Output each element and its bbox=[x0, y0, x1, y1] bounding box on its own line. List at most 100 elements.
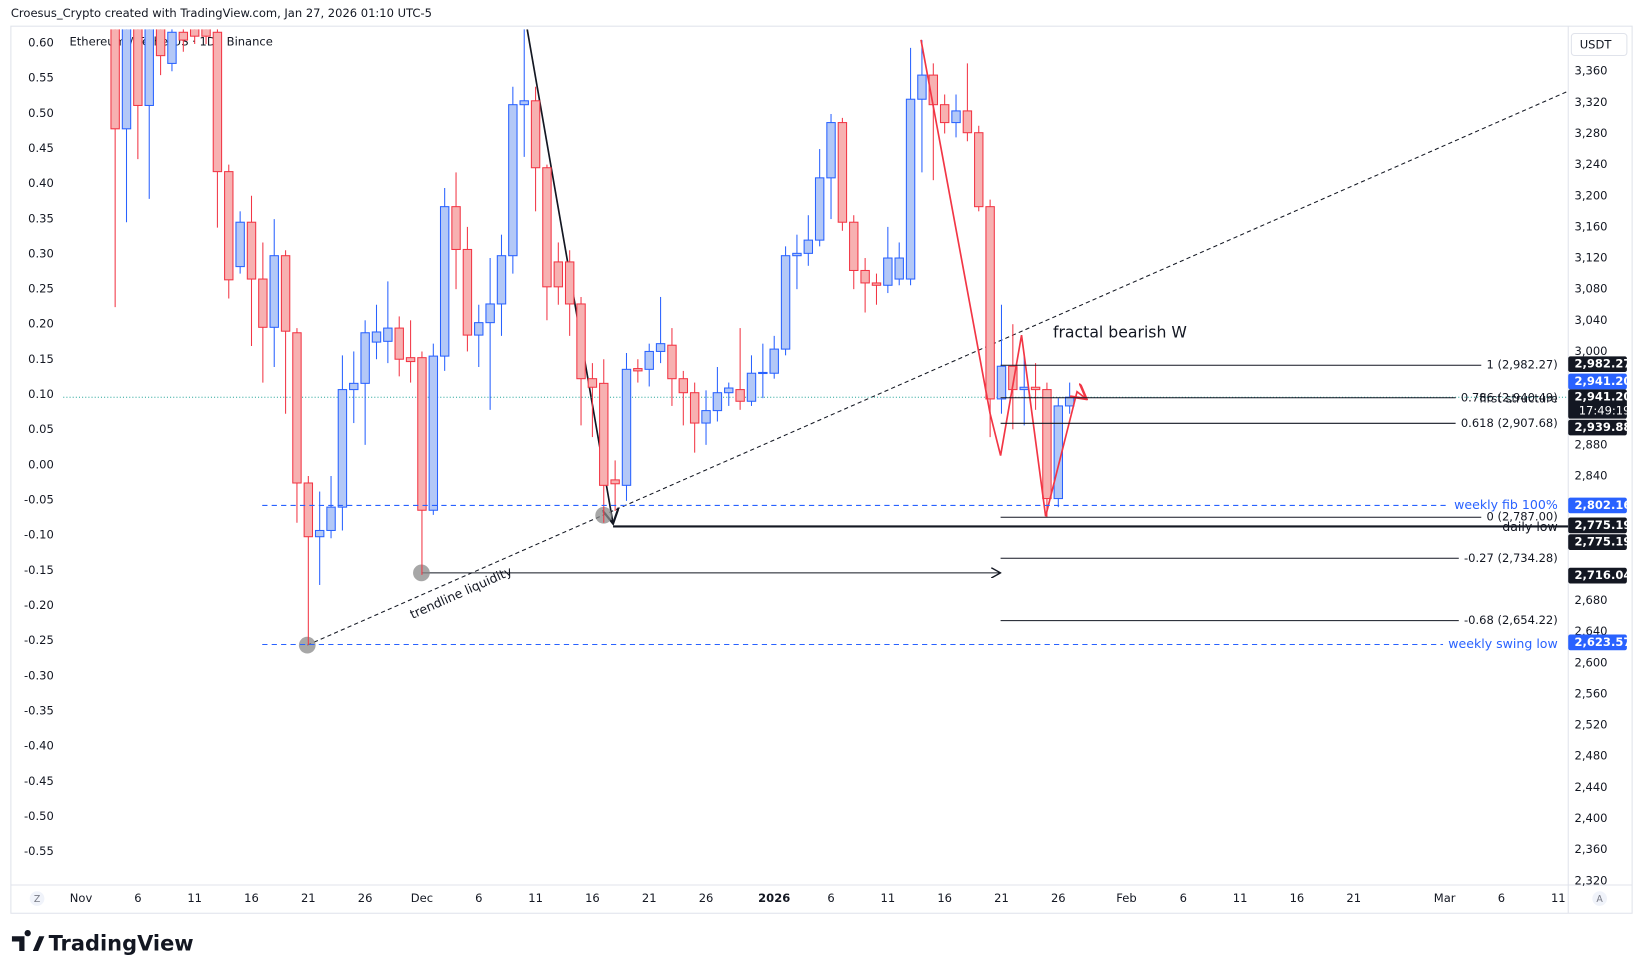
candle-body bbox=[996, 365, 1007, 400]
y-tick-label: 3,160 bbox=[1575, 219, 1608, 233]
candle-body bbox=[553, 261, 564, 288]
corner-button[interactable] bbox=[29, 891, 45, 906]
y2-tick-label: 0.00 bbox=[28, 457, 54, 471]
candle-body bbox=[189, 29, 200, 37]
fib-label: 1 (2,982.27) bbox=[1486, 358, 1557, 372]
y-tick-label: 3,280 bbox=[1575, 126, 1608, 140]
candle-body bbox=[201, 29, 211, 37]
y-tick-label: 2,480 bbox=[1575, 749, 1608, 763]
y2-tick-label: 0.55 bbox=[28, 71, 54, 85]
candle-body bbox=[258, 278, 268, 328]
y2-tick-label: -0.25 bbox=[24, 633, 54, 647]
candle-body bbox=[849, 221, 859, 272]
candle-body bbox=[803, 239, 814, 254]
plot-area bbox=[63, 29, 1569, 654]
candle-body bbox=[746, 372, 757, 402]
price-label: 2,716.04 bbox=[1575, 568, 1632, 582]
candle-body bbox=[814, 177, 825, 241]
x-tick-label: Feb bbox=[1116, 891, 1136, 905]
candle-body bbox=[1042, 389, 1052, 500]
candle-body bbox=[155, 29, 166, 57]
candle-body bbox=[917, 74, 927, 100]
x-tick-label: 6 bbox=[1498, 891, 1505, 905]
candle-body bbox=[667, 344, 677, 380]
candle-body bbox=[110, 29, 120, 130]
candle-body bbox=[576, 303, 586, 380]
candle-body bbox=[451, 206, 461, 250]
chart-frame bbox=[10, 25, 1633, 914]
annotation: fractal bearish W bbox=[1053, 323, 1187, 342]
candle-body bbox=[633, 368, 643, 372]
candle-body bbox=[337, 389, 348, 508]
logo: TradingView bbox=[11, 930, 194, 956]
y2-tick-label: 0.45 bbox=[28, 141, 54, 155]
y-tick-label: 3,360 bbox=[1575, 64, 1608, 78]
candle-body bbox=[167, 31, 177, 64]
y2-tick-label: -0.15 bbox=[24, 563, 54, 577]
candle-body bbox=[837, 122, 848, 223]
y-tick-label: 2,680 bbox=[1575, 593, 1608, 607]
candle-body bbox=[883, 257, 893, 286]
x-tick-label: Mar bbox=[1434, 891, 1456, 905]
x-tick-label: 16 bbox=[1290, 891, 1305, 905]
y-tick-label: 3,080 bbox=[1575, 282, 1608, 296]
level-label: weekly swing low bbox=[1448, 636, 1557, 651]
y2-tick-label: -0.20 bbox=[24, 598, 54, 612]
candle-body bbox=[474, 322, 484, 336]
candle-body bbox=[792, 252, 802, 257]
x-tick-label: 16 bbox=[937, 891, 952, 905]
y-tick-label: 2,320 bbox=[1575, 873, 1608, 887]
price-label: 2,941.20 bbox=[1575, 390, 1632, 404]
candle-body bbox=[905, 98, 916, 280]
x-tick-label: 26 bbox=[358, 891, 373, 905]
x-tick-label: 11 bbox=[881, 891, 896, 905]
fib-label: 0.786 (2,940.49) bbox=[1461, 390, 1558, 404]
y-tick-label: 3,200 bbox=[1575, 188, 1608, 202]
level-label: weekly fib 100% bbox=[1454, 497, 1558, 512]
candle-body bbox=[235, 221, 245, 268]
x-tick-label: 6 bbox=[475, 891, 482, 905]
y-tick-label: 2,880 bbox=[1575, 437, 1608, 451]
candle-body bbox=[724, 387, 734, 394]
attribution: Croesus_Crypto created with TradingView.… bbox=[11, 6, 432, 20]
y2-tick-label: 0.05 bbox=[28, 422, 54, 436]
corner-button[interactable] bbox=[1592, 891, 1607, 906]
annotation: first structure bbox=[1479, 391, 1557, 405]
corner-label[interactable]: Z bbox=[34, 894, 41, 905]
y-tick-label: 2,440 bbox=[1575, 780, 1608, 794]
candle-body bbox=[678, 378, 689, 394]
y2-tick-label: -0.05 bbox=[24, 493, 54, 507]
x-tick-label: 11 bbox=[1233, 891, 1248, 905]
candle-body bbox=[826, 122, 836, 179]
y2-tick-label: 0.40 bbox=[28, 176, 54, 190]
fib-label: -0.27 (2,734.28) bbox=[1464, 551, 1558, 565]
x-tick-label: Dec bbox=[411, 891, 433, 905]
candle-body bbox=[349, 382, 359, 391]
price-label-box bbox=[1568, 517, 1627, 534]
y-tick-label: 2,560 bbox=[1575, 686, 1608, 700]
y-tick-label: 2,360 bbox=[1575, 842, 1608, 856]
y-tick-label: 3,040 bbox=[1575, 313, 1608, 327]
corner-label[interactable]: A bbox=[1596, 894, 1603, 905]
y2-tick-label: -0.45 bbox=[24, 774, 54, 788]
currency: USDT bbox=[1580, 38, 1613, 52]
candle-body bbox=[587, 378, 598, 388]
trendline bbox=[307, 90, 1569, 646]
candle-body bbox=[292, 332, 302, 484]
price-label: 2,982.27 bbox=[1575, 357, 1632, 371]
candle-body bbox=[269, 255, 279, 328]
candle-body bbox=[508, 104, 518, 257]
candle-body bbox=[689, 392, 700, 424]
candle-body bbox=[121, 29, 132, 130]
y2-tick-label: -0.35 bbox=[24, 703, 54, 717]
candle-body bbox=[1019, 386, 1029, 391]
y2-tick-label: -0.10 bbox=[24, 528, 54, 542]
y-tick-label: 2,840 bbox=[1575, 468, 1608, 482]
price-label: 2,941.20 bbox=[1575, 374, 1632, 388]
candle-body bbox=[485, 303, 495, 324]
candle-body bbox=[144, 29, 154, 106]
candle-body bbox=[178, 31, 189, 41]
drawings: 1 (2,982.27) 0.786 (2,940.49) 0.618 (2,907… bbox=[262, 39, 1569, 651]
